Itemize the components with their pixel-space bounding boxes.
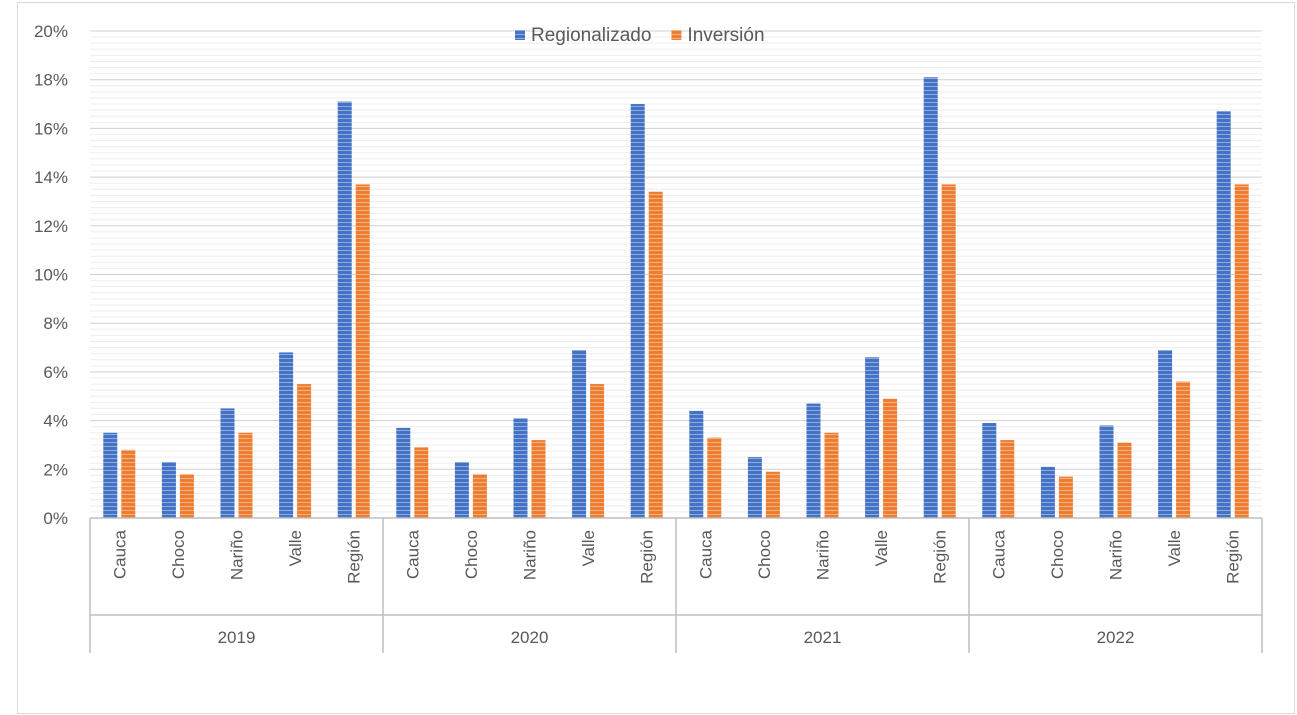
bar-inversión-2019-valle <box>297 384 312 518</box>
bar-regionalizado-2022-valle <box>1158 349 1173 518</box>
y-tick-label: 4% <box>43 412 68 431</box>
y-tick-label: 12% <box>34 217 68 236</box>
x-group-label: 2020 <box>511 628 549 647</box>
bar-regionalizado-2022-región <box>1216 111 1231 518</box>
x-category-label: Valle <box>579 530 598 567</box>
bar-regionalizado-2022-cauca <box>982 423 997 518</box>
legend-label: Regionalizado <box>531 25 651 46</box>
bar-regionalizado-2021-región <box>923 77 938 518</box>
x-category-label: Valle <box>286 530 305 567</box>
x-category-label: Nariño <box>814 530 833 580</box>
bar-inversión-2020-nariño <box>531 440 546 518</box>
legend-swatch <box>515 30 525 40</box>
x-category-label: Región <box>1224 530 1243 584</box>
y-tick-label: 18% <box>34 71 68 90</box>
y-tick-label: 20% <box>34 22 68 41</box>
bar-inversión-2020-choco <box>472 474 487 518</box>
x-category-label: Región <box>931 530 950 584</box>
x-group-label: 2022 <box>1097 628 1135 647</box>
y-axis-tick-labels: 0% 2% 4% 6% 8% 10% 12% 14% 16% 18% 20% <box>34 22 68 528</box>
x-group-label: 2019 <box>218 628 256 647</box>
y-tick-label: 0% <box>43 509 68 528</box>
bar-regionalizado-2019-cauca <box>103 432 118 518</box>
x-category-label: Cauca <box>696 529 715 579</box>
bar-regionalizado-2020-cauca <box>396 427 411 518</box>
bar-inversión-2019-región <box>355 184 370 518</box>
y-tick-label: 8% <box>43 314 68 333</box>
x-category-label: Nariño <box>228 530 247 580</box>
x-category-label: Nariño <box>1107 530 1126 580</box>
x-category-label: Nariño <box>521 530 540 580</box>
bar-regionalizado-2021-choco <box>747 457 762 518</box>
x-axis: Cauca Choco Nariño Valle Región Cauca Choco Nar… <box>89 517 1263 653</box>
x-group-label: 2021 <box>804 628 842 647</box>
bar-regionalizado-2019-nariño <box>220 408 235 518</box>
x-category-label: Choco <box>169 530 188 579</box>
bar-inversión-2019-choco <box>179 474 194 518</box>
bar-inversión-2019-cauca <box>121 449 136 518</box>
x-category-label: Choco <box>1048 530 1067 579</box>
y-tick-label: 6% <box>43 363 68 382</box>
x-category-label: Valle <box>872 530 891 567</box>
bar-inversión-2022-cauca <box>1000 440 1015 518</box>
bar-regionalizado-2020-nariño <box>513 418 528 518</box>
y-tick-label: 10% <box>34 266 68 285</box>
x-category-label: Cauca <box>110 529 129 579</box>
legend-swatch <box>671 30 682 40</box>
x-category-label: Cauca <box>989 529 1008 579</box>
bar-regionalizado-2022-nariño <box>1099 425 1114 518</box>
bar-inversión-2020-valle <box>590 384 605 518</box>
bar-inversión-2019-nariño <box>238 432 253 518</box>
x-category-label: Valle <box>1165 530 1184 567</box>
gridlines <box>90 30 1262 519</box>
legend: Regionalizado Inversión <box>515 25 765 46</box>
bar-regionalizado-2021-cauca <box>689 410 704 518</box>
bar-inversión-2022-valle <box>1176 381 1191 518</box>
bar-inversión-2021-cauca <box>707 437 722 518</box>
bar-regionalizado-2020-choco <box>454 461 469 518</box>
bar-inversión-2020-cauca <box>414 447 429 518</box>
bar-regionalizado-2020-valle <box>572 349 587 518</box>
bar-regionalizado-2022-choco <box>1040 466 1055 518</box>
bar-inversión-2020-región <box>648 191 663 518</box>
bar-regionalizado-2021-valle <box>865 357 880 518</box>
chart-frame: 0% 2% 4% 6% 8% 10% 12% 14% 16% 18% 20% Cauca Choco N… <box>17 2 1295 714</box>
x-category-label: Región <box>638 530 657 584</box>
bar-inversión-2022-región <box>1234 184 1249 518</box>
x-category-label: Región <box>345 530 364 584</box>
y-tick-label: 14% <box>34 168 68 187</box>
bar-inversión-2022-choco <box>1058 476 1073 518</box>
bar-regionalizado-2019-valle <box>279 352 294 518</box>
bar-chart: 0% 2% 4% 6% 8% 10% 12% 14% 16% 18% 20% Cauca Choco N… <box>34 22 1263 653</box>
legend-label: Inversión <box>687 25 764 46</box>
bar-regionalizado-2021-nariño <box>806 403 821 518</box>
bar-regionalizado-2020-región <box>630 104 645 519</box>
bar-regionalizado-2019-región <box>337 101 352 519</box>
x-category-label: Cauca <box>403 529 422 579</box>
y-tick-label: 2% <box>43 460 68 479</box>
bar-inversión-2021-nariño <box>824 432 839 518</box>
bars <box>103 77 1249 519</box>
y-tick-label: 16% <box>34 119 68 138</box>
bar-regionalizado-2019-choco <box>161 461 176 518</box>
bar-inversión-2021-región <box>941 184 956 518</box>
bar-inversión-2022-nariño <box>1117 442 1132 518</box>
x-category-label: Choco <box>462 530 481 579</box>
x-category-label: Choco <box>755 530 774 579</box>
bar-inversión-2021-valle <box>883 398 898 518</box>
bar-inversión-2021-choco <box>765 471 780 518</box>
